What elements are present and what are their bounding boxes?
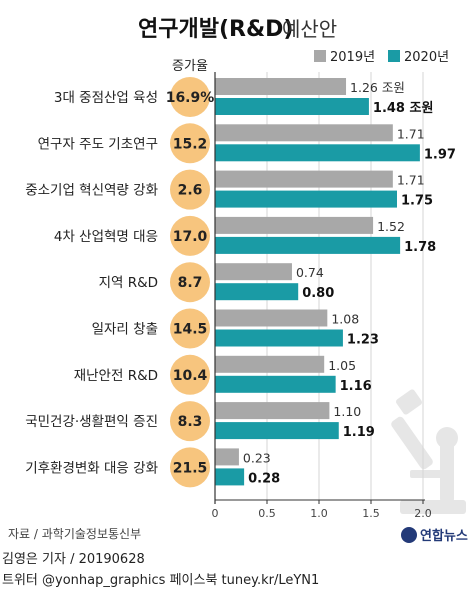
- category-label-6: 재난안전 R&D: [74, 368, 158, 384]
- data-label-2020-0: 1.48 조원: [373, 101, 434, 116]
- data-label-2020-1: 1.97: [424, 147, 456, 162]
- growth-rate-circle-5: [170, 308, 210, 349]
- bar-2020-1: [215, 144, 420, 162]
- growth-rate-circle-1: [170, 123, 210, 164]
- data-label-2019-2: 1.71: [397, 173, 425, 188]
- category-label-4: 지역 R&D: [99, 275, 158, 291]
- bar-2019-3: [215, 216, 374, 234]
- chart-title: 연구개발(R&D): [138, 17, 293, 42]
- growth-rate-circle-3: [170, 215, 210, 256]
- x-tick-label-3: 1.5: [362, 507, 380, 520]
- bar-2019-0: [215, 78, 347, 95]
- legend-label-2020: 2020년: [404, 50, 449, 65]
- x-axis: 0 0.5 1.0 1.5 2.0: [212, 72, 432, 520]
- growth-rate-7: 8.3: [178, 414, 203, 430]
- bar-2020-8: [215, 468, 245, 486]
- data-label-2019-8: 0.23: [243, 450, 271, 465]
- x-tick-label-4: 2.0: [414, 507, 432, 520]
- bar-2020-3: [215, 236, 401, 254]
- bar-2019-5: [215, 309, 328, 327]
- category-label-0: 3대 중점산업 육성: [54, 90, 158, 106]
- microscope-icon: [391, 389, 466, 514]
- bar-2020-4: [215, 283, 299, 301]
- category-label-3: 4차 산업혁명 대응: [54, 229, 158, 245]
- growth-rate-0: 16.9%: [166, 90, 215, 106]
- data-label-2020-4: 0.80: [302, 286, 334, 301]
- bar-2019-4: [215, 263, 292, 281]
- bar-2019-7: [215, 402, 330, 420]
- category-label-8: 기후환경변화 대응 강화: [25, 460, 158, 476]
- bar-2019-1: [215, 124, 393, 142]
- bar-2019-2: [215, 170, 393, 188]
- growth-rate-6: 10.4: [173, 368, 208, 384]
- growth-rate-circle-2: [170, 169, 210, 210]
- growth-rate-circle-4: [170, 262, 210, 303]
- data-label-2020-6: 1.16: [340, 379, 372, 394]
- yonhap-logo: 연합뉴스: [401, 527, 468, 544]
- growth-rate-8: 21.5: [173, 460, 208, 476]
- data-label-2019-1: 1.71: [397, 126, 425, 141]
- data-label-2019-6: 1.05: [328, 358, 356, 373]
- legend-label-2019: 2019년: [330, 50, 375, 65]
- growth-rate-2: 2.6: [178, 183, 203, 199]
- legend: 2019년 2020년: [314, 50, 449, 65]
- chart-subtitle: 예산안: [282, 17, 337, 41]
- yonhap-logo-text: 연합뉴스: [420, 528, 468, 544]
- data-label-2019-5: 1.08: [331, 312, 359, 327]
- social-line: 트위터 @yonhap_graphics 페이스북 tuney.kr/LeYN1: [2, 573, 319, 588]
- growth-rate-1: 15.2: [173, 136, 208, 152]
- bar-2020-2: [215, 190, 397, 208]
- data-label-2019-7: 1.10: [333, 404, 361, 419]
- bar-2019-6: [215, 355, 325, 373]
- growth-rate-circle-6: [170, 354, 210, 395]
- x-tick-label-2: 1.0: [310, 507, 328, 520]
- bar-2020-7: [215, 422, 339, 440]
- category-label-7: 국민건강·생활편익 증진: [25, 414, 158, 430]
- growth-rate-circle-0: [170, 77, 210, 117]
- category-label-1: 연구자 주도 기초연구: [38, 136, 158, 152]
- growth-rate-5: 14.5: [173, 322, 208, 338]
- data-label-2019-0: 1.26 조원: [350, 80, 405, 95]
- data-label-2020-5: 1.23: [347, 333, 379, 348]
- bar-2020-0: [215, 98, 369, 115]
- x-tick-label-1: 0.5: [258, 507, 276, 520]
- bar-2019-8: [215, 448, 239, 466]
- source-note: 자료 / 과학기술정보통신부: [8, 527, 141, 541]
- category-label-2: 중소기업 혁신역량 강화: [25, 183, 158, 199]
- data-label-2019-4: 0.74: [296, 265, 324, 280]
- data-label-2019-3: 1.52: [377, 219, 405, 234]
- bars: 1.26 조원 1.48 조원 1.71 1.97 1.71 1.75 1.52 1.78 0.…: [215, 78, 456, 486]
- growth-rate-header: 증가율: [172, 59, 208, 74]
- credit-line: 김영은 기자 / 20190628: [2, 552, 145, 567]
- legend-swatch-2020: [388, 50, 400, 62]
- data-label-2020-3: 1.78: [404, 240, 436, 255]
- growth-rate-circle-7: [170, 401, 210, 442]
- data-label-2020-2: 1.75: [401, 194, 433, 209]
- growth-rate-3: 17.0: [173, 229, 208, 245]
- bar-2020-5: [215, 329, 343, 347]
- growth-rate-4: 8.7: [178, 275, 203, 291]
- x-tick-label-0: 0: [212, 507, 219, 520]
- category-label-5: 일자리 창출: [92, 322, 158, 338]
- yonhap-logo-icon: [401, 527, 417, 543]
- legend-swatch-2019: [314, 50, 326, 62]
- bar-2020-6: [215, 375, 336, 393]
- growth-rate-circle-8: [170, 447, 210, 488]
- growth-rate-circles: 16.9% 15.2 2.6 17.0 8.7 14.5 10.4 8.3 21.5: [166, 77, 215, 488]
- data-label-2020-7: 1.19: [343, 425, 375, 440]
- data-label-2020-8: 0.28: [248, 471, 280, 486]
